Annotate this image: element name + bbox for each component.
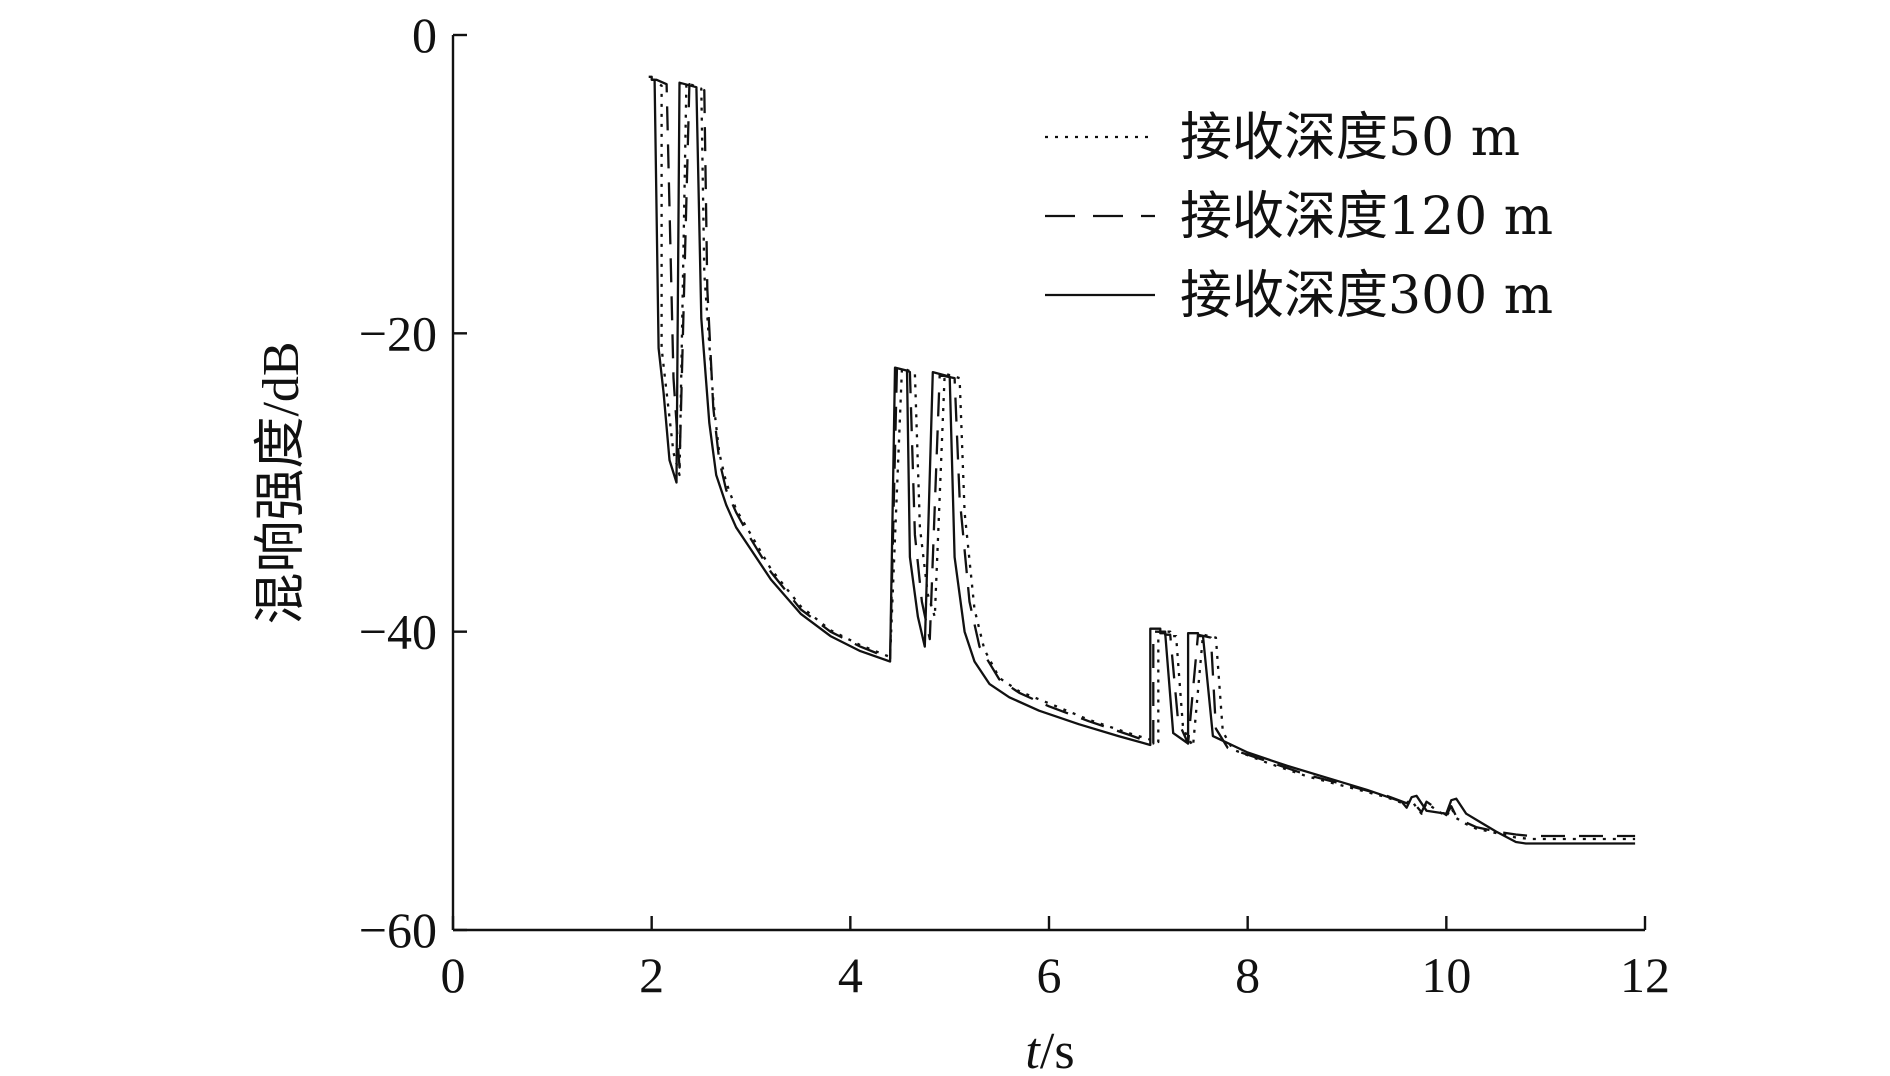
y-tick-label: −20 [359, 305, 437, 361]
series-lines [648, 75, 1636, 845]
x-tick-label: 12 [1620, 947, 1670, 1003]
axes [451, 35, 1645, 932]
legend-label: 接收深度50 m [1180, 108, 1520, 168]
y-tick-label: −60 [359, 902, 437, 958]
ticks: 0 2 4 6 8 10 12 0 −20 −40 −60 [359, 7, 1670, 1003]
legend-label: 接收深度120 m [1180, 187, 1553, 247]
y-tick-label: −40 [359, 604, 437, 660]
x-tick-label: 2 [639, 947, 664, 1003]
x-tick-label: 10 [1421, 947, 1471, 1003]
x-axis-title-unit: /s [1040, 1023, 1075, 1076]
y-axis-title: 混响强度/dB [253, 341, 310, 624]
x-axis-title-variable: t [1025, 1023, 1041, 1076]
y-tick-label: 0 [412, 7, 437, 63]
x-tick-label: 4 [838, 947, 863, 1003]
legend: 接收深度50 m 接收深度120 m 接收深度300 m [1045, 108, 1553, 326]
x-tick-label: 8 [1235, 947, 1260, 1003]
x-tick-label: 0 [441, 947, 466, 1003]
series-line-1 [651, 78, 1636, 841]
x-tick-label: 6 [1037, 947, 1062, 1003]
series-line-3 [648, 75, 1636, 845]
x-axis-title: t/s [1025, 1023, 1074, 1076]
legend-label: 接收深度300 m [1180, 266, 1553, 326]
